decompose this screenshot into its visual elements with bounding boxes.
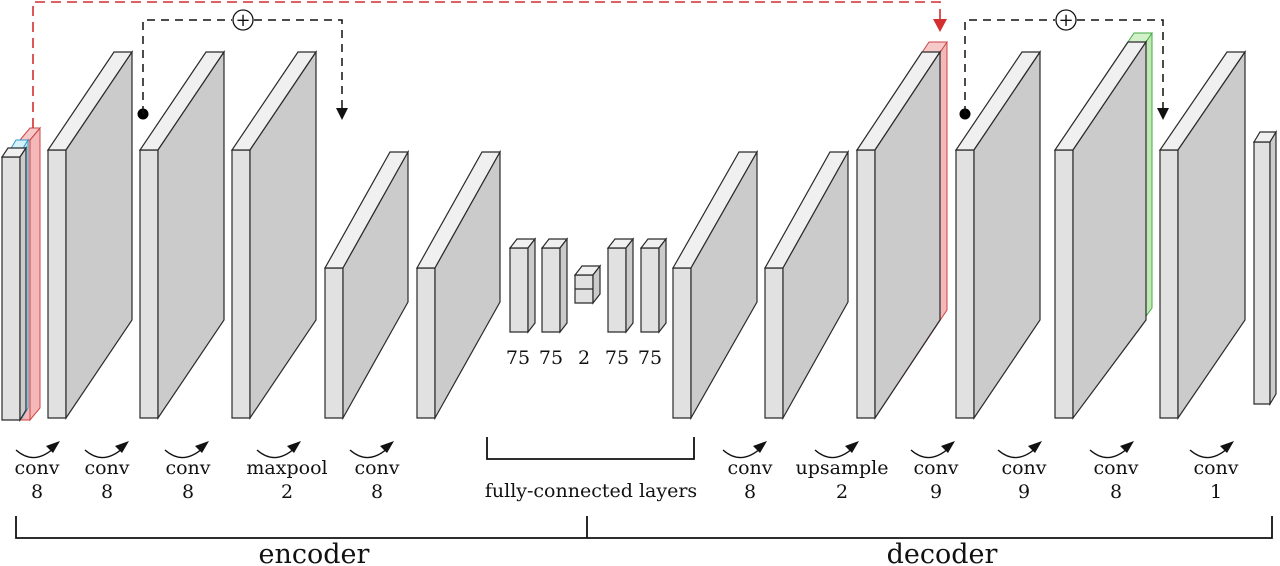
fc-size: 75 — [539, 347, 563, 369]
decoder-residual-connection: + — [959, 9, 1169, 120]
fc-size: 75 — [605, 347, 629, 369]
op-name: conv — [354, 457, 399, 479]
op-kernel: 2 — [281, 481, 293, 503]
encoder-block-1 — [46, 50, 134, 420]
encoder-label: encoder — [259, 539, 370, 566]
fc-size: 75 — [638, 347, 662, 369]
op-name: conv — [14, 457, 59, 479]
op-kernel: 8 — [101, 481, 113, 503]
fc-block-3 — [606, 237, 635, 334]
op-kernel: 8 — [371, 481, 383, 503]
fc-size: 2 — [578, 347, 590, 369]
fc-block-4 — [639, 237, 668, 334]
decoder-block-3 — [855, 41, 948, 420]
op-kernel: 2 — [836, 481, 848, 503]
op-name: conv — [84, 457, 129, 479]
decoder-layers — [671, 32, 1278, 421]
decoder-label: decoder — [887, 539, 998, 566]
decoder-op-labels: conv 8 upsample 2 conv 9 conv 9 conv 8 c… — [727, 457, 1238, 503]
op-kernel: 8 — [31, 481, 43, 503]
op-name: maxpool — [246, 457, 327, 479]
encoder-op-labels: conv 8 conv 8 conv 8 maxpool 2 conv 8 — [14, 457, 399, 503]
input-block — [0, 126, 42, 423]
encoder-block-2 — [138, 50, 226, 420]
fc-block-latent — [573, 264, 602, 305]
fc-size: 75 — [506, 347, 530, 369]
add-symbol: + — [235, 10, 250, 31]
op-name: conv — [727, 457, 772, 479]
fc-size-labels: 75 75 2 75 75 — [506, 347, 662, 369]
section-bracket — [15, 516, 1273, 539]
decoder-block-2 — [763, 149, 850, 421]
decoder-block-1 — [671, 149, 759, 421]
op-name: upsample — [796, 457, 889, 479]
fc-bracket — [486, 437, 695, 460]
encoder-block-3 — [230, 50, 318, 420]
fc-layers — [508, 237, 668, 334]
op-kernel: 8 — [182, 481, 194, 503]
op-kernel: 9 — [930, 481, 942, 503]
add-icon — [232, 9, 254, 31]
op-name: conv — [165, 457, 210, 479]
encoder-block-4 — [323, 149, 410, 421]
op-kernel: 9 — [1018, 481, 1030, 503]
op-name: conv — [1093, 457, 1138, 479]
decoder-block-6 — [1158, 50, 1247, 420]
operation-arrowheads — [46, 441, 1234, 453]
output-block — [1252, 129, 1278, 407]
red-arrowhead-icon — [933, 19, 947, 32]
decoder-block-5 — [1053, 32, 1153, 420]
op-name: conv — [913, 457, 958, 479]
add-symbol: + — [1058, 10, 1073, 31]
long-skip-connection — [32, 1, 947, 128]
add-icon — [1055, 9, 1077, 31]
encoder-block-5 — [415, 149, 502, 421]
arrowhead-icon — [336, 108, 348, 120]
decoder-block-4 — [954, 50, 1042, 420]
encoder-layers — [0, 50, 502, 423]
op-name: conv — [1193, 457, 1238, 479]
op-kernel: 1 — [1210, 481, 1222, 503]
fc-label: fully-connected layers — [485, 480, 697, 502]
encoder-residual-connection: + — [137, 9, 348, 120]
op-name: conv — [1001, 457, 1046, 479]
fc-block-2 — [540, 237, 569, 334]
op-kernel: 8 — [744, 481, 756, 503]
fc-block-1 — [508, 237, 537, 334]
op-kernel: 8 — [1110, 481, 1122, 503]
arrowhead-icon — [1157, 108, 1169, 120]
